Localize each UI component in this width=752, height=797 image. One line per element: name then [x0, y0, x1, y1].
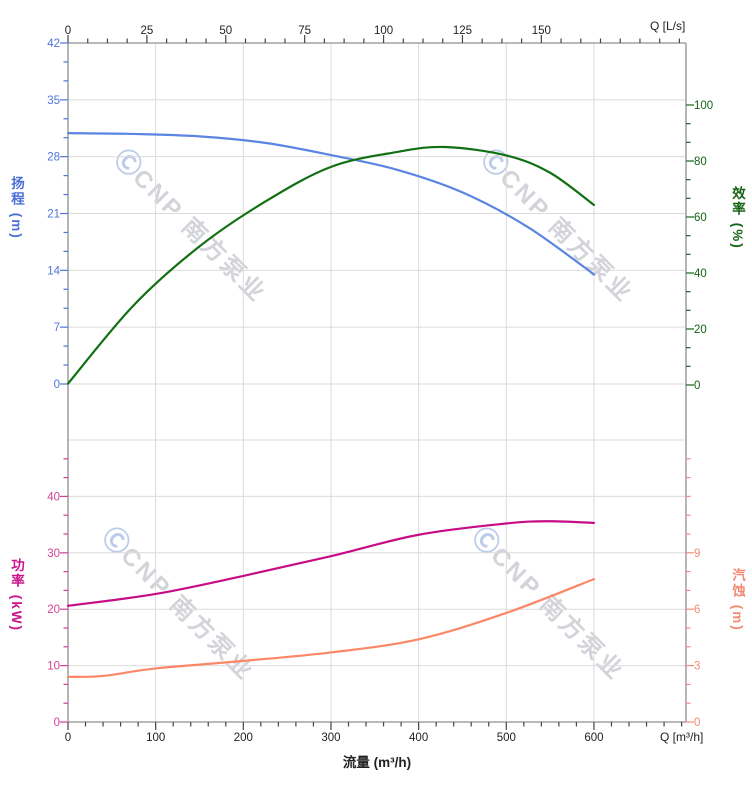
y-axis-tick-label: 28 [47, 152, 60, 164]
y-axis-tick-label: 10 [47, 661, 60, 673]
efficiency-axis-title: 效率 (%) [730, 186, 745, 250]
y-axis-tick-label: 3 [694, 661, 700, 673]
y-axis-tick-label: 0 [54, 379, 60, 391]
bottom-axis-unit-label: Q [m³/h] [660, 730, 704, 744]
power-axis-title: 功率 (kW) [9, 558, 24, 632]
curve-power-npsh-left [66, 520, 596, 607]
bottom-axis-tick-label: 400 [409, 732, 428, 744]
flow-axis-title: 流量 (m³/h) [342, 755, 412, 770]
y-axis-tick-label: 7 [54, 322, 60, 334]
y-axis-tick-label: 14 [47, 265, 60, 277]
top-axis-tick-label: 75 [298, 25, 311, 37]
y-axis-tick-label: 42 [47, 38, 60, 50]
y-axis-tick-label: 20 [47, 604, 60, 616]
bottom-axis-tick-label: 200 [234, 732, 253, 744]
bottom-axis-tick-label: 300 [321, 732, 340, 744]
top-axis-tick-label: 125 [453, 25, 472, 37]
top-axis-tick-label: 50 [219, 25, 232, 37]
bottom-axis-tick-label: 0 [65, 732, 71, 744]
top-axis-tick-label: 25 [140, 25, 153, 37]
bottom-axis-tick-label: 500 [497, 732, 516, 744]
bottom-axis-tick-label: 600 [584, 732, 603, 744]
y-axis-tick-label: 80 [694, 156, 707, 168]
y-axis-tick-label: 9 [694, 548, 700, 560]
y-axis-tick-label: 35 [47, 95, 60, 107]
curve-head-efficiency-left [66, 132, 596, 276]
bottom-axis-tick-label: 100 [146, 732, 165, 744]
top-axis-tick-label: 100 [374, 25, 393, 37]
y-axis-tick-label: 21 [47, 209, 60, 221]
top-axis-unit-label: Q [L/s] [650, 19, 686, 33]
y-axis-tick-label: 40 [47, 491, 60, 503]
y-axis-tick-label: 0 [54, 717, 60, 729]
y-axis-tick-label: 0 [694, 717, 700, 729]
head-axis-title: 扬程 (m) [9, 176, 24, 240]
curve-power-npsh-right [66, 578, 596, 678]
y-axis-tick-label: 0 [694, 380, 700, 392]
y-axis-tick-label: 100 [694, 100, 713, 112]
top-axis-tick-label: 150 [532, 25, 551, 37]
curve-head-efficiency-right [66, 145, 596, 385]
y-axis-tick-label: 40 [694, 268, 707, 280]
y-axis-tick-label: 6 [694, 604, 700, 616]
y-axis-tick-label: 30 [47, 548, 60, 560]
y-axis-tick-label: 20 [694, 324, 707, 336]
top-axis-tick-label: 0 [65, 25, 71, 37]
y-axis-tick-label: 60 [694, 212, 707, 224]
npsh-axis-title: 汽蚀 (m) [730, 568, 745, 632]
